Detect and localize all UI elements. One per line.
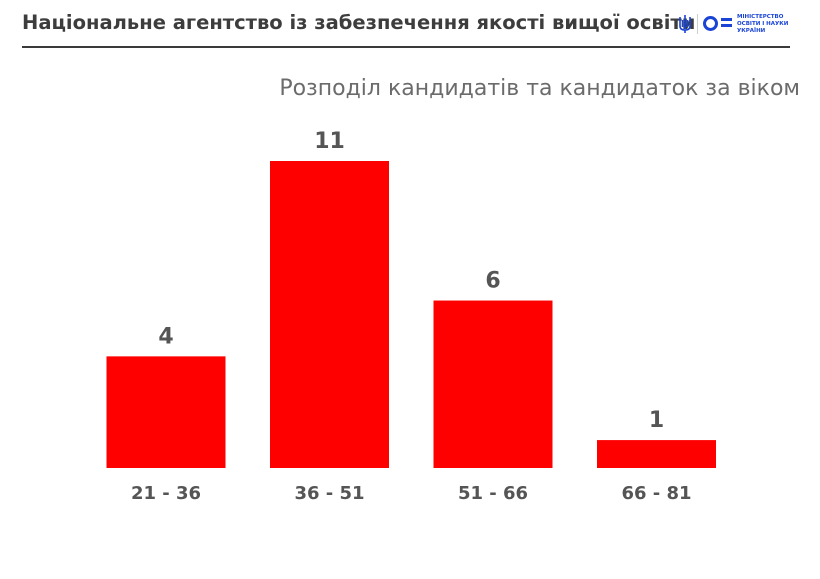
- bar-36-51: [270, 161, 389, 468]
- equals-mark-icon: [721, 18, 732, 21]
- header-bar: Національне агентство із забезпечення як…: [22, 0, 790, 48]
- category-label: 36 - 51: [294, 483, 364, 504]
- category-label: 66 - 81: [621, 483, 691, 504]
- ministry-logo: МІНІСТЕРСТВО ОСВІТИ І НАУКИ УКРАЇНИ: [678, 12, 790, 38]
- chart-title: Розподіл кандидатів та кандидаток за вік…: [279, 76, 800, 101]
- ministry-name: МІНІСТЕРСТВО ОСВІТИ І НАУКИ УКРАЇНИ: [737, 14, 797, 35]
- category-label: 21 - 36: [131, 483, 201, 504]
- bar-21-36: [106, 356, 226, 468]
- ministry-line: ОСВІТИ І НАУКИ: [737, 21, 789, 27]
- value-label: 11: [314, 129, 345, 154]
- agency-title: Національне агентство із забезпечення як…: [22, 11, 696, 34]
- value-label: 1: [649, 408, 664, 433]
- ministry-line: МІНІСТЕРСТВО: [737, 14, 784, 20]
- value-label: 4: [158, 324, 173, 349]
- ring-mark-icon: [703, 16, 718, 31]
- value-label: 6: [485, 269, 500, 294]
- ministry-line: УКРАЇНИ: [737, 28, 766, 34]
- trident-icon: [679, 15, 691, 33]
- logo-divider: [697, 14, 698, 34]
- bar-66-81: [597, 440, 716, 468]
- category-label: 51 - 66: [458, 483, 528, 504]
- bar-51-66: [433, 300, 553, 468]
